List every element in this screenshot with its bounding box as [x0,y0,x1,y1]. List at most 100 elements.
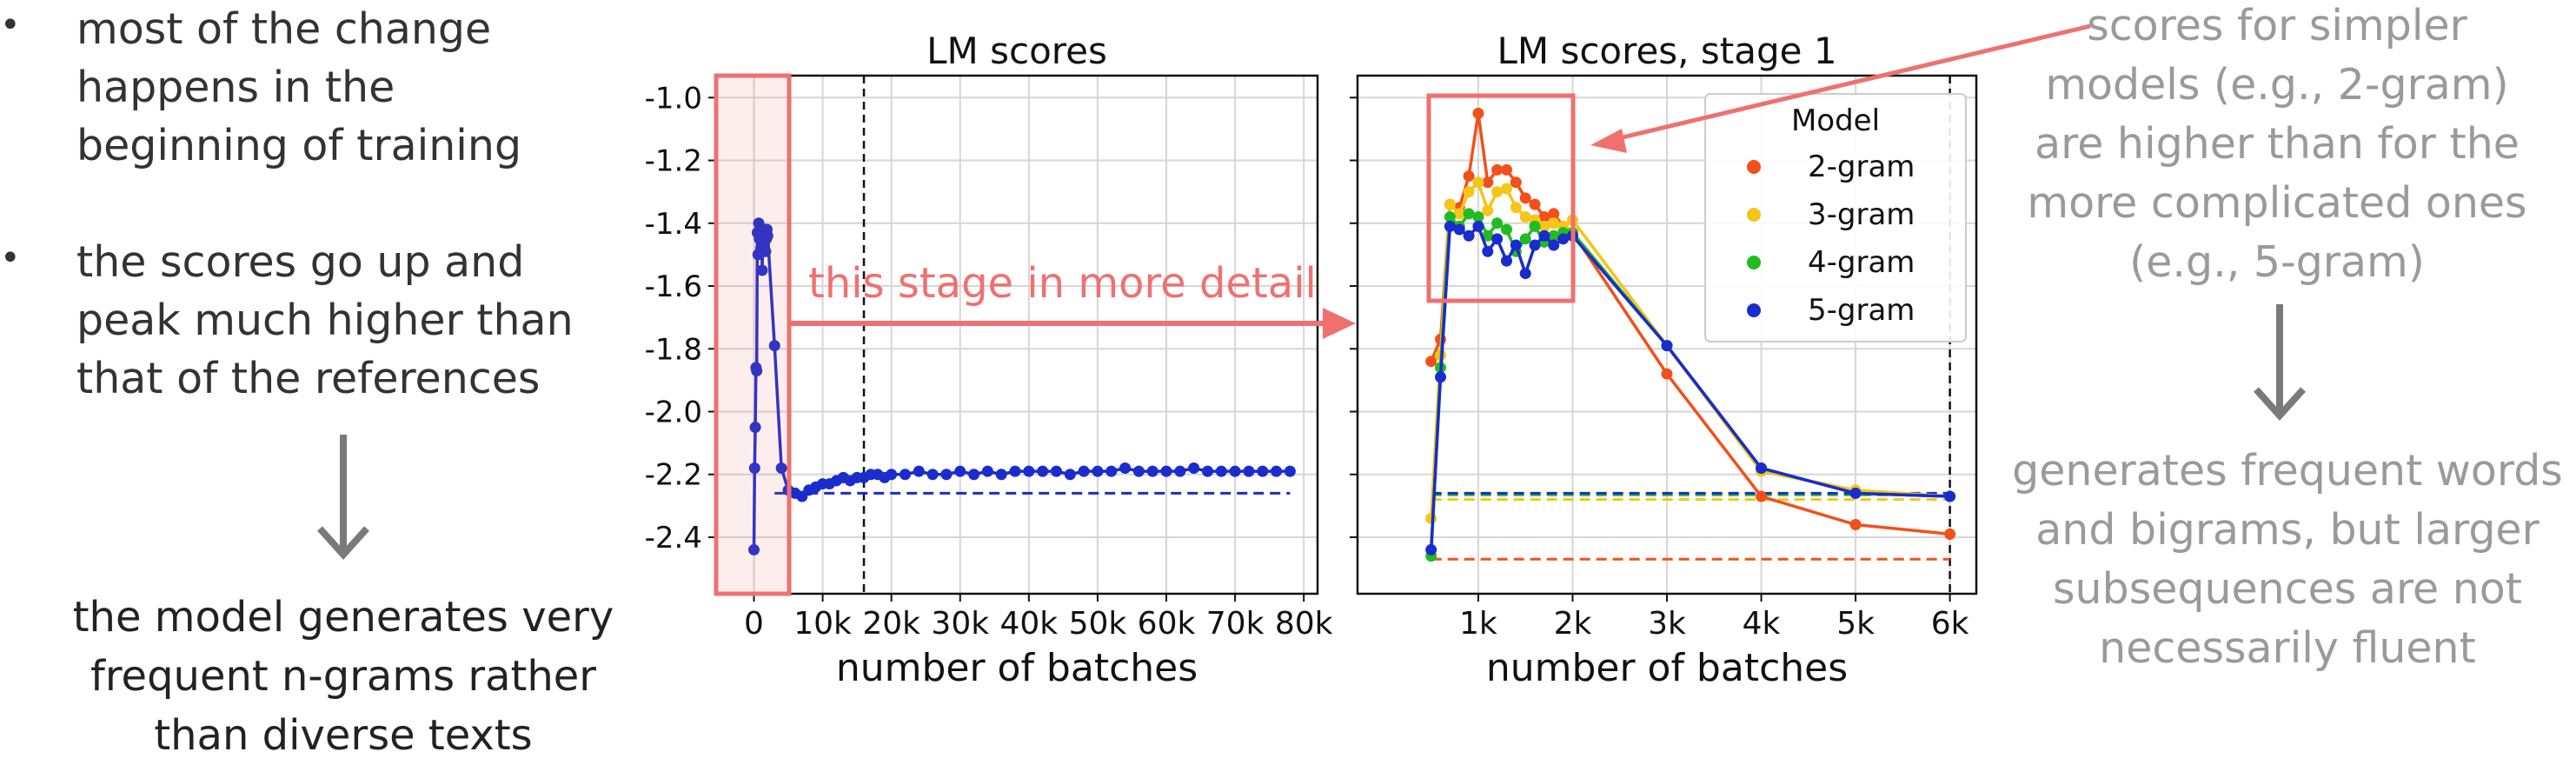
data-point [1472,176,1484,189]
legend-marker [1747,303,1761,317]
callout-arrowhead-icon [1590,129,1627,153]
data-point [1160,465,1172,477]
data-point [1463,170,1475,183]
x-tick-label: 6k [1931,606,1969,642]
x-tick-label: 30k [931,606,989,642]
y-tick-label: -1.8 [645,332,702,367]
data-point [1500,163,1512,176]
data-point [1463,230,1475,242]
data-point [751,365,763,377]
data-point [1482,230,1494,242]
x-tick-label: 10k [793,606,852,642]
data-point [1453,208,1465,220]
left-conclusion-line: frequent n-grams rather [90,652,597,701]
data-point [768,340,780,352]
legend-title: Model [1791,103,1880,138]
x-axis-label: number of batches [836,646,1198,690]
data-point [1519,233,1531,245]
x-tick-label: 1k [1459,606,1497,642]
data-point [1463,208,1475,220]
data-point [1538,230,1550,242]
data-point [926,469,939,481]
data-point [1661,340,1673,352]
bullet-2-line: peak much higher than [76,296,574,345]
stage-arrowhead-icon [1323,308,1356,339]
bullet-1-line: most of the change [76,4,492,54]
x-tick-label: 40k [1000,606,1059,642]
bullet-2: the scores go up and peak much higher th… [76,233,685,408]
data-point [1229,465,1241,477]
y-tick-label: -1.4 [645,207,702,242]
data-point [1548,230,1560,242]
data-point [913,465,925,477]
data-point [1472,107,1484,119]
data-point [1444,220,1456,232]
stage-annotation-text: this stage in more detail [808,259,1317,308]
right-conclusion-line: subsequences are not [2053,564,2522,614]
y-tick-label: -2.4 [645,521,702,555]
data-point [1548,217,1560,230]
data-point [1519,211,1531,223]
chart-title: LM scores [926,30,1107,72]
data-point [1491,163,1504,176]
data-point [1243,465,1255,477]
legend-label: 3-gram [1808,197,1915,232]
right-callout-line: more complicated ones [2027,178,2527,228]
data-point [1944,490,1956,502]
chart-title: LM scores, stage 1 [1497,30,1836,72]
data-point [1105,465,1118,477]
data-point [1146,465,1159,477]
data-point [1529,239,1541,251]
legend-label: 2-gram [1808,150,1915,184]
data-point [1661,368,1673,380]
data-point [1944,528,1956,540]
bullet-marker: • [0,5,21,45]
data-point [1529,220,1541,232]
data-point [1064,469,1076,481]
data-point [886,469,898,481]
stage-highlight-box [714,73,792,596]
callout-arrow-line [1607,23,2091,143]
x-tick-label: 4k [1743,606,1781,642]
data-point [1463,186,1475,198]
right-callout-line: (e.g., 5-gram) [2129,237,2425,287]
x-tick-label: 80k [1275,606,1333,642]
data-point [1201,465,1213,477]
annotation-overlay: this stage in more detail [714,23,2091,596]
right-conclusion: generates frequent words and bigrams, bu… [1999,442,2576,678]
data-point [1078,465,1090,477]
data-point [760,245,772,257]
data-point [1037,465,1049,477]
right-conclusion-line: generates frequent words [2012,446,2563,496]
data-point [1092,465,1104,477]
plot-frame [714,74,1319,595]
legend-marker [1747,160,1761,174]
data-point [749,422,761,434]
data-point [1529,198,1541,210]
y-tick-label: -1.0 [645,81,702,116]
data-point [1482,176,1494,189]
legend-label: 5-gram [1808,293,1915,328]
legend-box [1704,93,1967,343]
x-tick-label: 0 [744,606,764,642]
x-tick-label: 50k [1069,606,1127,642]
data-point [1491,186,1504,198]
chart-lm-scores: 0 10k 20k 30k 40k 50k 60k 70k 80k -2.4 -2.2 -2.0 -1.… [645,30,1333,690]
data-point [968,469,980,481]
data-point [756,264,768,276]
data-point [1023,465,1035,477]
bullet-1-line: happens in the [76,63,395,112]
data-point [1548,239,1560,251]
x-tick-label: 3k [1648,606,1686,642]
data-point [940,469,953,481]
data-point [1500,183,1512,195]
data-point [1444,198,1456,210]
legend-marker [1747,208,1761,222]
right-callout-line: scores for simpler [2087,1,2467,50]
bullet-2-line: the scores go up and [76,237,525,287]
y-tick-label: -2.0 [645,395,702,429]
data-point [761,230,773,242]
legend-label: 4-gram [1808,245,1915,280]
right-conclusion-line: necessarily fluent [2099,623,2476,673]
data-point [748,462,760,475]
